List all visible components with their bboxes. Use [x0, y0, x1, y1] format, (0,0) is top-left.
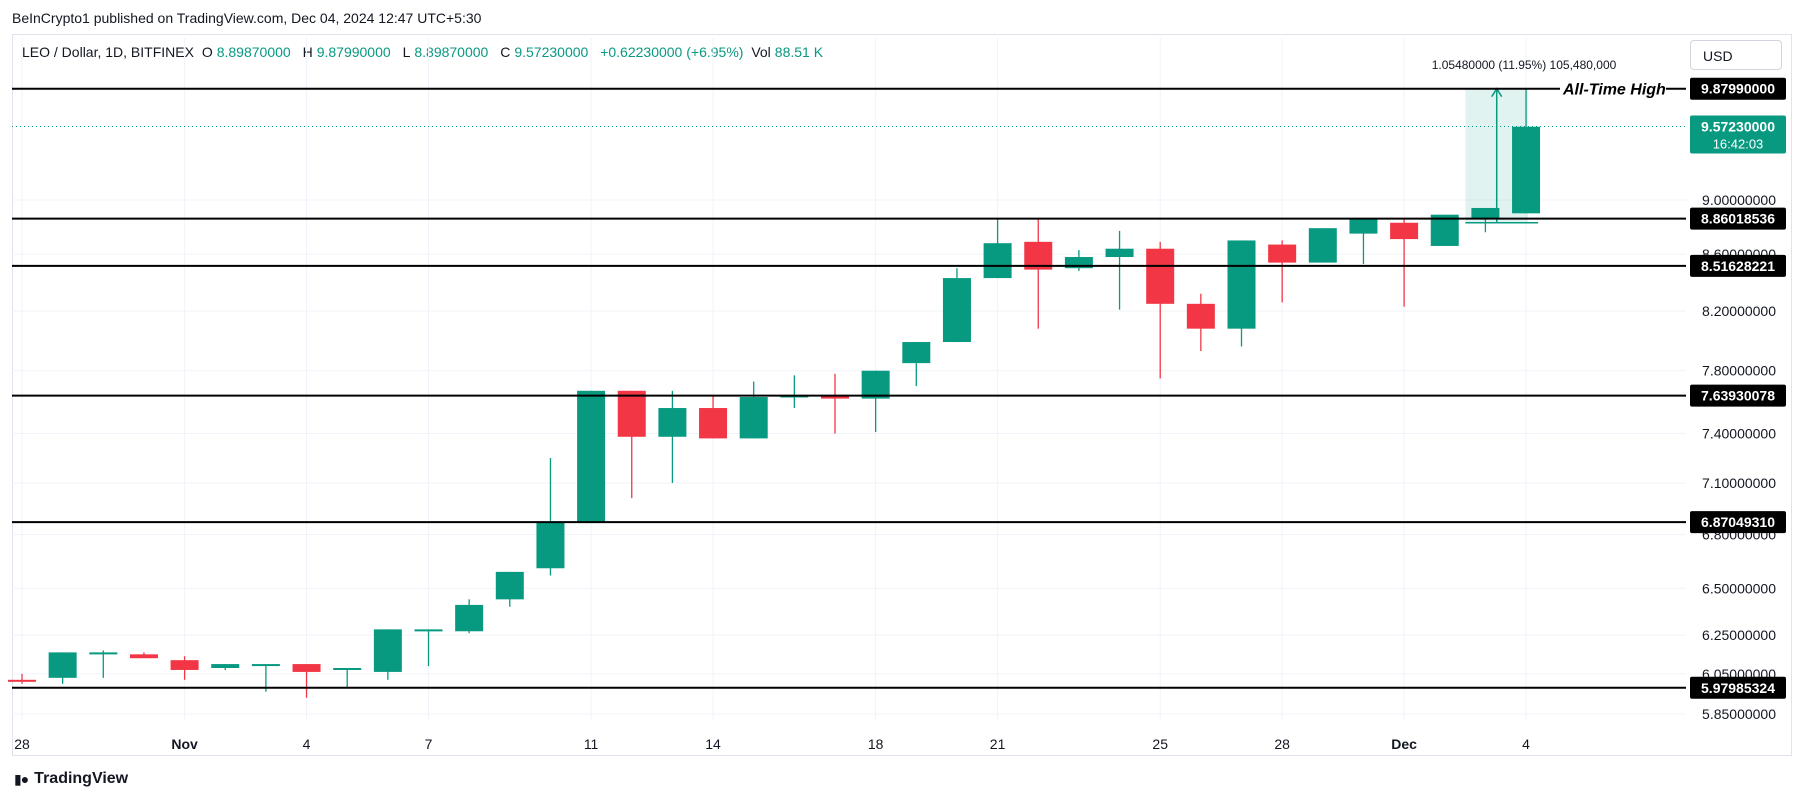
- legend-change: +0.62230000 (+6.95%): [600, 44, 744, 60]
- candle-body: [617, 390, 646, 437]
- grid-lines: [12, 38, 1686, 720]
- y-tick-label: 8.20000000: [1702, 303, 1776, 319]
- candle-body: [89, 652, 118, 655]
- x-tick-label: 21: [990, 736, 1006, 752]
- candle-body: [1349, 218, 1378, 234]
- brand-label: TradingView: [34, 770, 129, 787]
- legend-volume-label: Vol: [751, 44, 771, 60]
- price-level-tag-label: 8.86018536: [1701, 211, 1775, 227]
- current-price-tag: [1690, 115, 1786, 154]
- candle-body: [251, 664, 280, 667]
- candle-body: [495, 571, 524, 600]
- candle-body: [414, 629, 443, 632]
- candle-body: [577, 390, 606, 523]
- candle-body: [739, 397, 768, 439]
- measure-label: 1.05480000 (11.95%) 105,480,000: [1432, 58, 1617, 72]
- candle-body: [1471, 207, 1500, 219]
- candle-body: [1064, 257, 1093, 269]
- candle-body: [333, 667, 362, 670]
- y-tick-label: 6.50000000: [1702, 580, 1776, 596]
- y-tick-label: 7.10000000: [1702, 475, 1776, 491]
- candle-body: [1186, 303, 1215, 329]
- x-tick-label: 4: [1522, 736, 1530, 752]
- candle-body: [48, 652, 77, 678]
- legend-symbol[interactable]: LEO / Dollar, 1D, BITFINEX: [22, 44, 194, 60]
- publisher-line: BeInCrypto1 published on TradingView.com…: [12, 10, 482, 26]
- price-level-tag: [1690, 77, 1786, 100]
- candle-body: [902, 342, 931, 364]
- x-tick-label: 11: [584, 736, 599, 752]
- legend-volume-value: 88.51 K: [774, 44, 824, 60]
- price-level-tag-label: 8.51628221: [1701, 258, 1775, 274]
- candle-body: [942, 278, 971, 343]
- x-tick-label: Nov: [171, 736, 198, 752]
- x-tick-label: 14: [705, 736, 721, 752]
- candle-body: [1390, 222, 1419, 240]
- legend-close-value: 9.57230000: [514, 44, 589, 60]
- x-tick-label: 18: [868, 736, 884, 752]
- tradingview-brand[interactable]: ▮● TradingView: [14, 770, 128, 788]
- ath-annotation: All-Time High: [1562, 82, 1666, 99]
- legend-close-label: C: [500, 44, 511, 60]
- candle-body: [129, 654, 158, 659]
- candle-body: [211, 664, 240, 668]
- candle-body: [658, 408, 687, 437]
- tradingview-logo-icon: ▮●: [14, 770, 29, 787]
- candle-body: [292, 664, 321, 672]
- candle-body: [1430, 214, 1459, 246]
- bar-countdown-label: 16:42:03: [1713, 136, 1764, 151]
- legend-low-value: 8.89870000: [414, 44, 489, 60]
- currency-button[interactable]: USD: [1690, 40, 1782, 70]
- x-tick-label: 25: [1152, 736, 1168, 752]
- candle-body: [1105, 248, 1134, 258]
- y-tick-label: 6.25000000: [1702, 627, 1776, 643]
- candle-body: [373, 629, 402, 672]
- legend-open-value: 8.89870000: [216, 44, 291, 60]
- candle-body: [699, 408, 728, 439]
- candle-body: [170, 660, 199, 670]
- candle-body: [1227, 240, 1256, 329]
- price-level-tag: [1690, 511, 1786, 534]
- price-level-tag: [1690, 207, 1786, 230]
- candle-body: [821, 395, 849, 399]
- chart-legend: LEO / Dollar, 1D, BITFINEX O 8.89870000 H…: [22, 44, 831, 60]
- x-tick-label: 28: [1274, 736, 1290, 752]
- price-level-tag-label: 7.63930078: [1701, 388, 1775, 404]
- price-level-tag: [1690, 384, 1786, 407]
- price-level-tag: [1690, 254, 1786, 277]
- x-tick-label: Dec: [1391, 736, 1417, 752]
- current-price-tag-label: 9.57230000: [1701, 118, 1775, 134]
- candle-body: [455, 604, 484, 632]
- y-tick-label: 7.80000000: [1702, 363, 1776, 379]
- y-tick-label: 7.40000000: [1702, 426, 1776, 442]
- x-tick-label: 4: [303, 736, 311, 752]
- candle-body: [983, 243, 1012, 279]
- price-level-tag: [1690, 676, 1786, 699]
- candles: [8, 88, 1541, 698]
- price-level-tag-label: 6.87049310: [1701, 514, 1775, 530]
- candle-body: [536, 522, 565, 569]
- candle-body: [1268, 244, 1297, 263]
- candle-body: [8, 679, 36, 682]
- x-tick-label: 28: [14, 736, 30, 752]
- legend-open-label: O: [201, 44, 213, 60]
- y-tick-label: 5.85000000: [1702, 706, 1776, 722]
- x-tick-label: 7: [425, 736, 433, 752]
- price-level-tag-label: 9.87990000: [1701, 81, 1775, 97]
- candle-body: [861, 370, 890, 399]
- y-tick-label: 9.00000000: [1702, 192, 1776, 208]
- legend-high-label: H: [302, 44, 313, 60]
- price-level-tag-label: 5.97985324: [1701, 680, 1775, 696]
- candle-body: [1512, 126, 1541, 214]
- candle-body: [1308, 228, 1337, 263]
- legend-low-label: L: [402, 44, 411, 60]
- candle-body: [1146, 248, 1175, 304]
- legend-high-value: 9.87990000: [316, 44, 391, 60]
